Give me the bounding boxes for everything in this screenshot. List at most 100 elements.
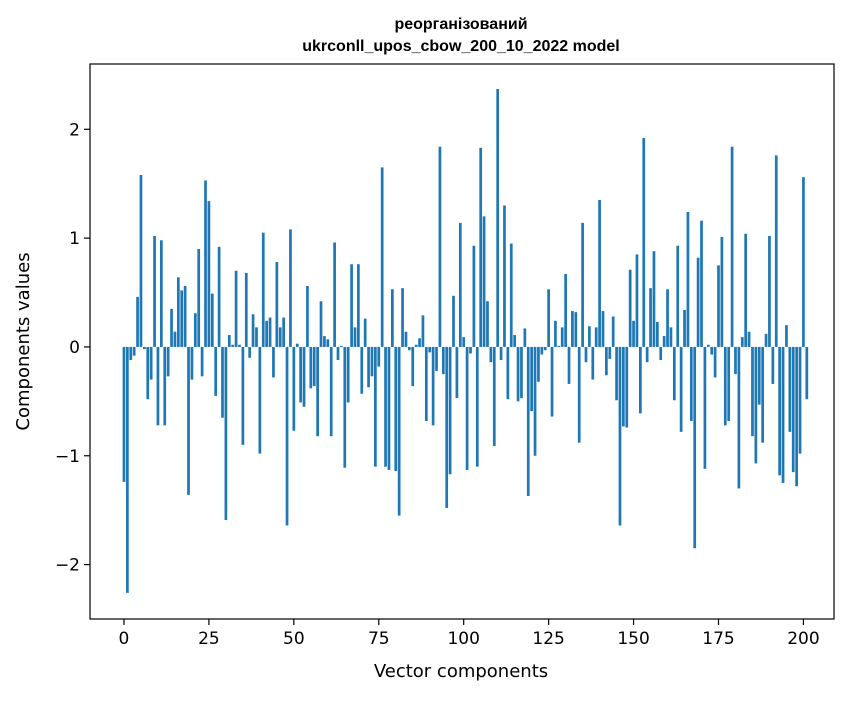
bar — [350, 264, 353, 347]
bar — [564, 274, 567, 347]
chart-title-line-1: реорганізований — [394, 16, 527, 33]
bar — [452, 295, 455, 347]
bar — [598, 200, 601, 347]
bar — [632, 320, 635, 347]
bar — [683, 309, 686, 347]
bar — [554, 320, 557, 347]
bar — [778, 346, 781, 476]
bar — [499, 346, 503, 360]
bar — [635, 254, 639, 347]
bar — [479, 147, 483, 347]
bar — [448, 346, 452, 475]
bar — [649, 288, 652, 347]
bar — [353, 327, 357, 347]
bar — [180, 290, 184, 347]
bar — [662, 336, 666, 347]
bar — [516, 346, 520, 402]
bar — [241, 346, 245, 445]
bar — [207, 201, 211, 347]
bar — [754, 346, 758, 464]
bar — [795, 346, 798, 487]
y-axis-label: Components values — [13, 252, 34, 430]
bar — [625, 346, 629, 428]
bar — [513, 334, 517, 347]
bar — [173, 331, 177, 347]
bar — [445, 346, 449, 508]
bar — [149, 346, 153, 380]
bar — [418, 338, 421, 347]
x-tick-label: 50 — [283, 629, 305, 649]
bar — [791, 346, 795, 473]
bar — [289, 229, 292, 347]
bar — [472, 245, 476, 347]
bar — [129, 346, 133, 360]
bar — [251, 314, 255, 347]
bar — [282, 317, 285, 347]
bar — [496, 89, 500, 347]
bar — [255, 327, 258, 347]
y-tick-label: −2 — [55, 556, 80, 576]
y-tick-label: 2 — [69, 120, 80, 140]
bar — [326, 339, 330, 347]
bar — [214, 346, 218, 396]
x-tick-label: 25 — [198, 629, 220, 649]
bar — [706, 344, 710, 347]
bar — [312, 346, 316, 387]
bar — [523, 328, 527, 347]
bar — [234, 270, 238, 347]
bar — [757, 346, 761, 405]
bar — [686, 212, 690, 347]
bar — [547, 289, 550, 347]
bar — [272, 346, 275, 378]
bar — [560, 327, 564, 347]
bar — [295, 343, 299, 347]
bar — [581, 222, 584, 347]
bar — [329, 346, 333, 437]
bar — [367, 346, 370, 388]
y-axis-ticks: −2 −1 0 1 2 — [55, 120, 90, 576]
bar — [689, 346, 693, 421]
x-tick-label: 150 — [617, 629, 649, 649]
bar — [238, 344, 241, 347]
bar — [159, 240, 163, 347]
bar — [217, 246, 221, 347]
bar — [387, 346, 391, 470]
bar — [411, 346, 415, 387]
bar — [785, 325, 788, 347]
bar — [221, 346, 224, 418]
bar — [210, 293, 214, 347]
bar — [265, 320, 269, 347]
bar — [431, 346, 435, 426]
bar — [642, 138, 646, 347]
bar — [316, 346, 319, 437]
bar — [139, 175, 143, 347]
bar — [574, 312, 578, 347]
bar — [720, 237, 724, 347]
bar — [261, 232, 265, 347]
bar — [248, 346, 252, 358]
bar — [384, 346, 387, 467]
bar — [380, 167, 384, 347]
x-tick-label: 0 — [119, 629, 130, 649]
bar — [594, 327, 598, 347]
bar — [526, 346, 530, 497]
x-axis-label: Vector components — [374, 661, 548, 682]
bar — [374, 346, 377, 467]
bar — [224, 346, 228, 520]
bar — [244, 272, 248, 347]
bar — [571, 311, 574, 347]
bar — [666, 289, 669, 347]
x-tick-label: 175 — [702, 629, 734, 649]
y-tick-label: 1 — [69, 229, 80, 249]
bar-series — [122, 89, 809, 593]
bar — [187, 346, 190, 495]
bar — [278, 327, 282, 347]
bar — [520, 346, 523, 399]
bar — [126, 346, 129, 593]
bar — [611, 316, 615, 347]
bar — [268, 317, 272, 347]
bar — [306, 286, 309, 347]
bar — [509, 243, 513, 347]
bar — [622, 346, 625, 427]
